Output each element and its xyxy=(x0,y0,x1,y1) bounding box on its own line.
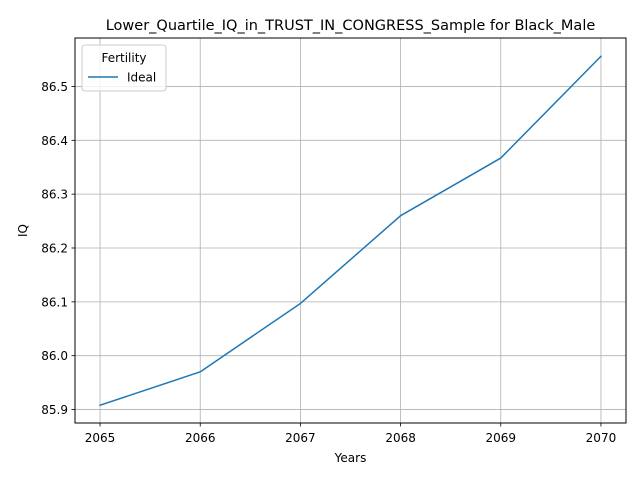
axis-ticks: 2065 2066 2067 2068 2069 2070 85.9 86.0 86.1 86.2… xyxy=(41,80,616,445)
plot-frame xyxy=(74,37,627,424)
legend-entries: Ideal xyxy=(88,71,156,85)
series-layer xyxy=(99,55,603,407)
legend-title: Fertility xyxy=(101,51,146,65)
series-line-ideal xyxy=(99,55,603,407)
x-tick-label: 2070 xyxy=(586,431,617,445)
legend-label: Ideal xyxy=(127,71,156,85)
x-tick-label: 2068 xyxy=(385,431,416,445)
y-tick-label: 85.9 xyxy=(41,403,68,417)
y-tick-label: 86.4 xyxy=(41,134,68,148)
x-tick-label: 2067 xyxy=(285,431,316,445)
y-tick-label: 86.5 xyxy=(41,80,68,94)
y-tick-label: 86.0 xyxy=(41,349,68,363)
y-tick-label: 86.3 xyxy=(41,188,68,202)
x-tick-label: 2066 xyxy=(185,431,216,445)
legend-box xyxy=(81,44,167,92)
chart-title: Lower_Quartile_IQ_in_TRUST_IN_CONGRESS_S… xyxy=(106,18,596,34)
y-tick-label: 86.2 xyxy=(41,242,68,256)
y-axis-label: IQ xyxy=(16,224,30,237)
legend: Fertility Ideal xyxy=(81,44,167,92)
y-tick-label: 86.1 xyxy=(41,295,68,309)
grid-lines xyxy=(75,38,626,423)
x-tick-label: 2069 xyxy=(485,431,516,445)
x-tick-label: 2065 xyxy=(85,431,116,445)
x-axis-label: Years xyxy=(334,451,367,465)
